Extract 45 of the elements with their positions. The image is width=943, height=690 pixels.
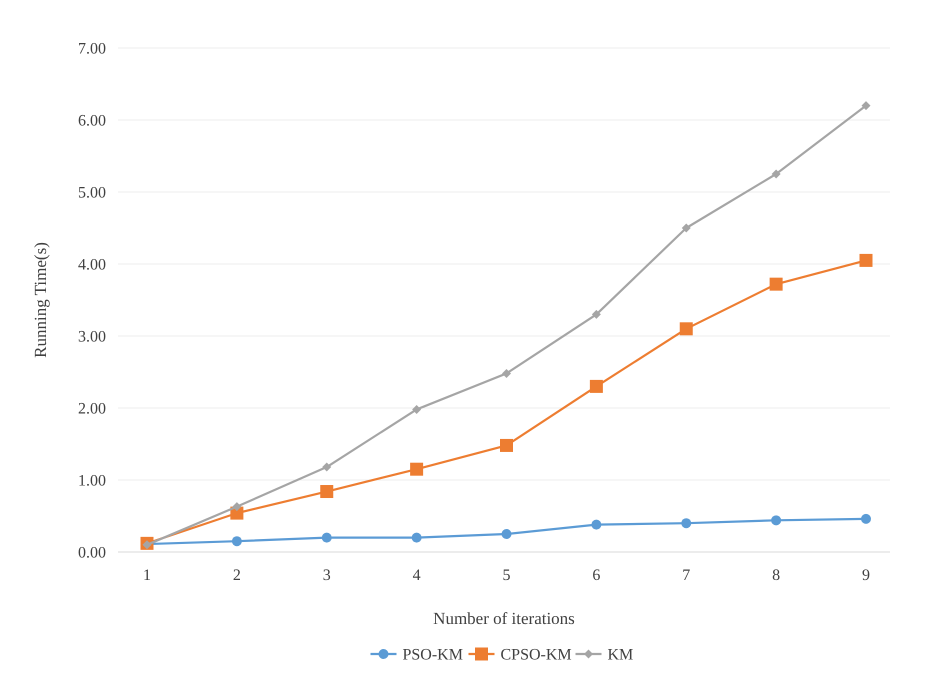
x-axis-title: Number of iterations [433, 609, 575, 628]
y-tick-label: 4.00 [78, 256, 106, 274]
point [680, 322, 693, 336]
point [862, 101, 870, 110]
point [232, 502, 242, 512]
y-tick-label: 7.00 [78, 40, 106, 58]
point [320, 485, 334, 498]
point [322, 462, 332, 472]
point [770, 278, 783, 291]
x-tick-label: 1 [143, 567, 151, 584]
y-tick-label: 2.00 [78, 400, 106, 418]
point [502, 368, 511, 378]
point [412, 532, 422, 543]
point [860, 254, 872, 267]
legend-label: PSO-KM [402, 646, 463, 664]
y-tick-label: 6.00 [78, 112, 106, 130]
y-tick-label: 5.00 [78, 184, 106, 202]
point [681, 518, 692, 528]
point [861, 514, 871, 524]
x-tick-label: 3 [322, 567, 331, 584]
point [322, 532, 332, 543]
point [771, 515, 782, 526]
y-axis-title: Running Time(s) [31, 242, 50, 358]
point [591, 520, 602, 530]
point [502, 529, 512, 539]
point [232, 536, 242, 546]
x-tick-label: 8 [772, 567, 780, 584]
x-tick-label: 4 [412, 567, 421, 584]
x-tick-label: 7 [682, 567, 690, 584]
y-tick-label: 0.00 [78, 544, 106, 562]
point [500, 438, 513, 452]
point [592, 310, 601, 319]
y-tick-label: 1.00 [78, 472, 106, 490]
point [682, 224, 691, 232]
point [412, 404, 422, 414]
point [772, 170, 781, 178]
x-tick-label: 9 [862, 567, 870, 584]
point [590, 380, 603, 393]
x-tick-label: 6 [592, 567, 600, 584]
x-tick-label: 2 [232, 567, 241, 584]
x-tick-label: 5 [502, 567, 510, 584]
legend-label: KM [608, 646, 634, 664]
point [410, 462, 424, 476]
y-tick-label: 3.00 [78, 328, 106, 346]
legend-label: CPSO-KM [500, 646, 572, 664]
